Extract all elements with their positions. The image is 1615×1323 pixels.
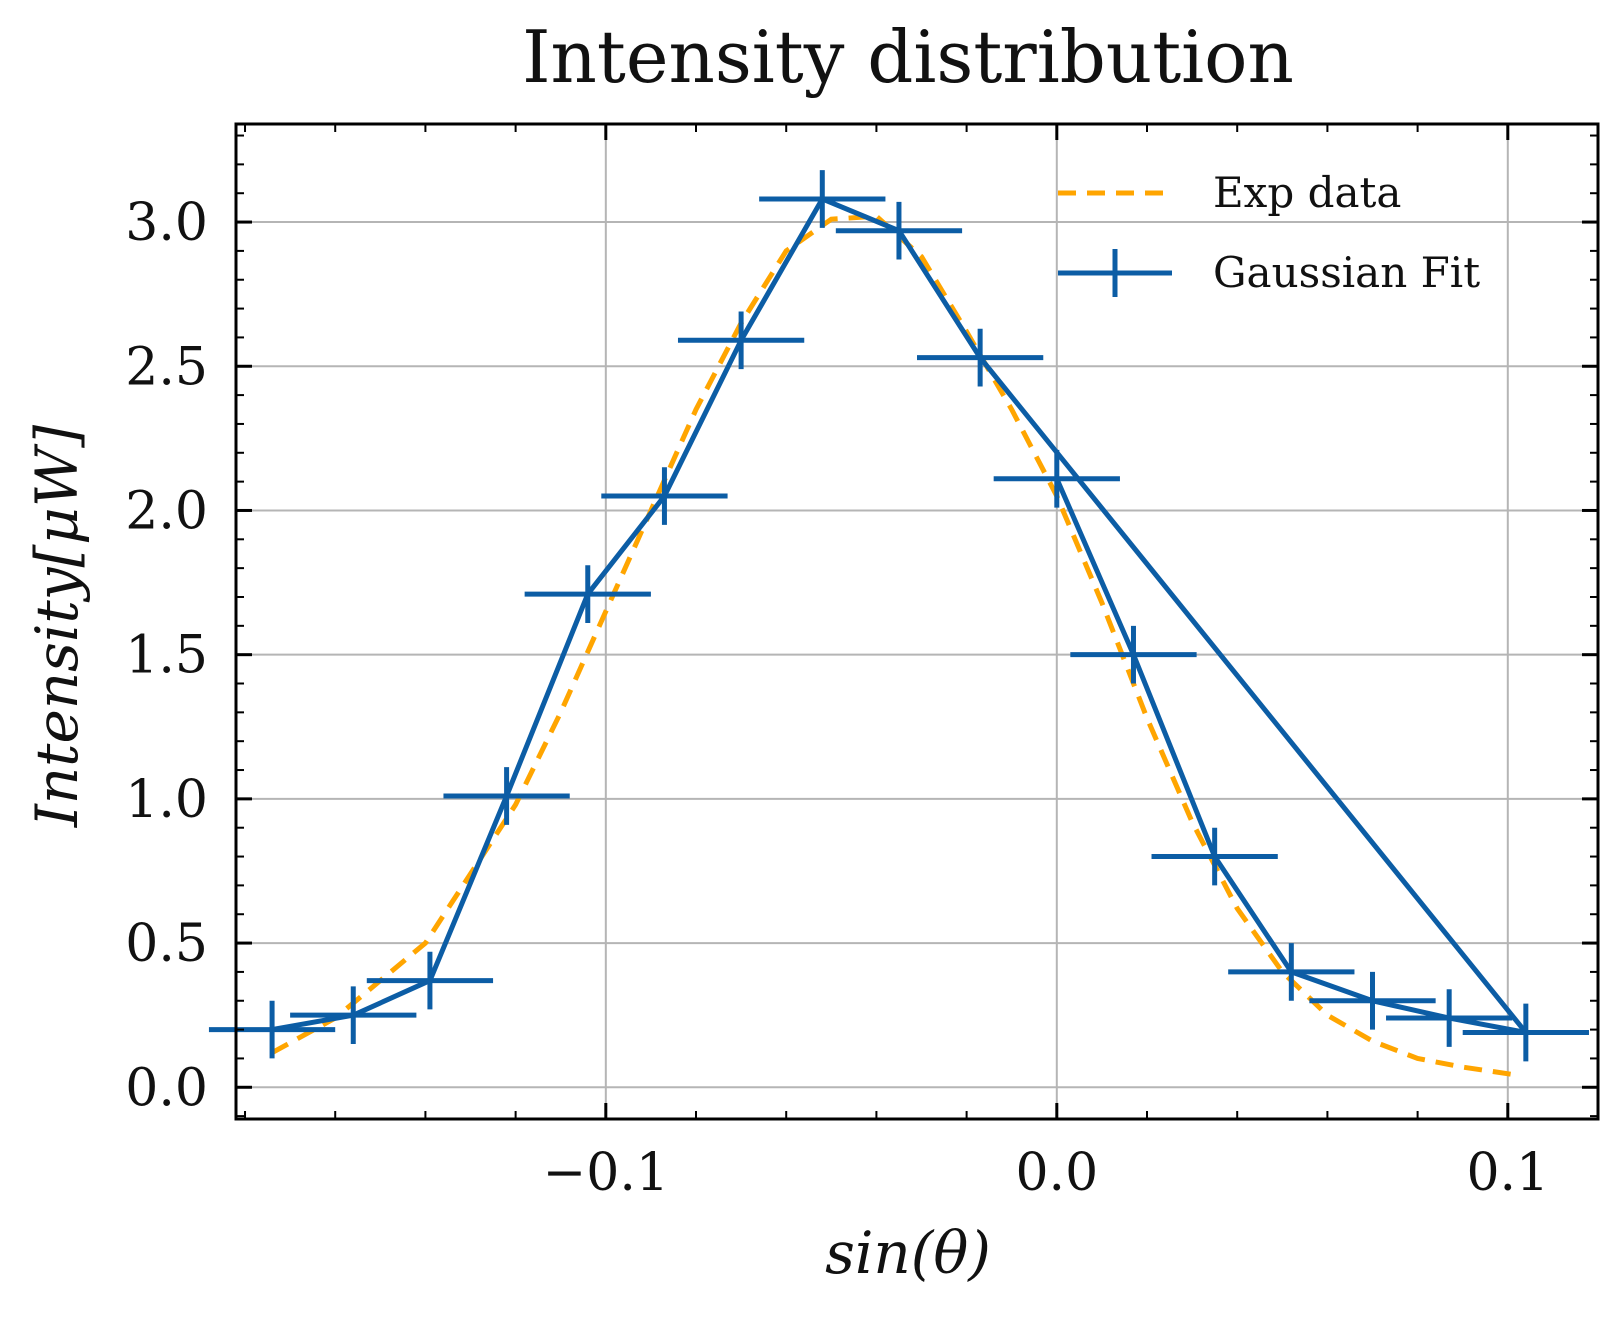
gaussian-fit-point [290,986,417,1045]
x-tick-label: −0.1 [543,1143,669,1203]
gaussian-fit-point [677,311,805,370]
legend: Exp data Gaussian Fit [1058,168,1480,297]
gaussian-fit-point [917,328,1044,387]
x-tick-label: 0.0 [1015,1143,1098,1203]
gaussian-fit-point [208,1000,336,1059]
gaussian-fit-point [835,201,963,260]
legend-exp-data-label: Exp data [1213,168,1401,217]
grid-layer [236,124,1598,1119]
plot-frame [234,122,1600,1121]
y-tick-label: 0.0 [125,1058,208,1118]
legend-gaussian-fit-label: Gaussian Fit [1213,248,1480,297]
gaussian-fit-point [993,449,1120,508]
y-tick-label: 3.0 [125,193,208,253]
gaussian-fit-point [1070,625,1197,684]
gaussian-fit-point [1228,943,1355,1001]
x-axis-label: sin(θ) [825,1219,991,1287]
series-layer [208,170,1589,1079]
ticks-layer: −0.1 0.0 0.1 0.0 0.5 1.0 1.5 2.0 2.5 3.0 [125,124,1599,1203]
gaussian-fit-point [1386,989,1513,1047]
gaussian-fit-point [1151,827,1278,886]
gaussian-fit-point [443,767,570,825]
gaussian-fit-point [1309,971,1436,1030]
gaussian-fit-point [366,951,494,1010]
gaussian-fit-line [271,196,1529,1035]
y-tick-label: 1.0 [125,770,208,830]
x-tick-label: 0.1 [1466,1143,1549,1203]
gaussian-fit-point [759,170,886,228]
y-tick-label: 1.5 [125,626,208,686]
gaussian-fit-point [524,565,651,623]
y-axis-label: Intensity[μW] [23,425,91,829]
y-tick-label: 2.5 [125,337,208,397]
y-tick-label: 0.5 [125,914,208,974]
gaussian-fit-point [601,467,728,525]
y-tick-label: 2.0 [125,481,208,541]
axes-layer [234,122,1600,1121]
exp-data-line [270,213,1522,1079]
gaussian-fit-point [1462,1003,1589,1062]
chart-title: Intensity distribution [522,15,1294,99]
